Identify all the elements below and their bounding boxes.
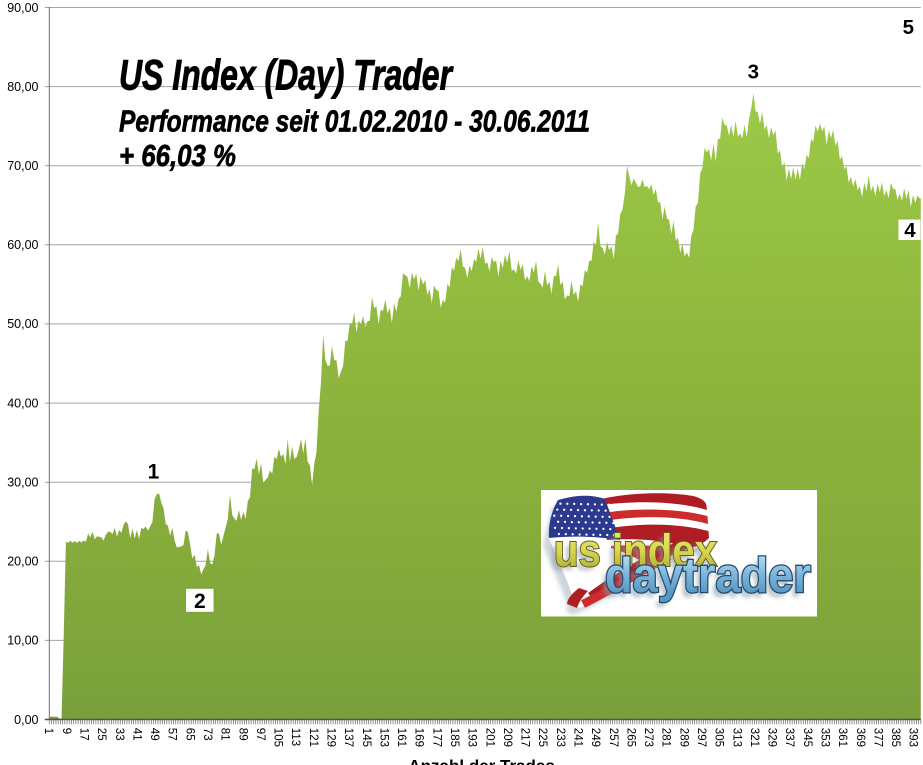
svg-text:137: 137 — [342, 728, 354, 747]
svg-text:217: 217 — [519, 728, 531, 747]
svg-text:161: 161 — [395, 728, 407, 747]
svg-text:153: 153 — [377, 728, 389, 747]
svg-text:377: 377 — [871, 728, 883, 747]
svg-text:Anzahl der Trades: Anzahl der Trades — [408, 757, 554, 765]
svg-text:289: 289 — [677, 728, 689, 747]
svg-text:57: 57 — [166, 728, 178, 741]
svg-text:257: 257 — [607, 728, 619, 747]
svg-text:273: 273 — [642, 728, 654, 747]
svg-text:US Index (Day) Trader: US Index (Day) Trader — [119, 53, 454, 100]
svg-text:337: 337 — [783, 728, 795, 747]
svg-text:121: 121 — [307, 728, 319, 747]
svg-text:185: 185 — [448, 728, 460, 747]
svg-text:50,00: 50,00 — [7, 317, 38, 331]
svg-text:113: 113 — [289, 728, 301, 746]
svg-text:321: 321 — [748, 728, 760, 747]
svg-text:us index: us index — [550, 529, 713, 580]
svg-text:3: 3 — [748, 60, 759, 83]
svg-text:305: 305 — [713, 728, 725, 747]
svg-text:241: 241 — [572, 728, 584, 747]
svg-text:249: 249 — [589, 728, 601, 747]
svg-text:41: 41 — [130, 728, 142, 741]
svg-text:90,00: 90,00 — [7, 1, 38, 15]
svg-text:33: 33 — [113, 728, 125, 741]
svg-text:313: 313 — [730, 728, 742, 747]
svg-text:4: 4 — [904, 219, 916, 242]
svg-text:30,00: 30,00 — [7, 476, 38, 490]
svg-text:105: 105 — [272, 728, 284, 747]
svg-text:65: 65 — [183, 728, 195, 741]
svg-text:329: 329 — [766, 728, 778, 747]
svg-text:281: 281 — [660, 728, 672, 747]
svg-text:10,00: 10,00 — [7, 634, 38, 648]
svg-text:49: 49 — [148, 728, 160, 741]
svg-text:daytrader: daytrader — [601, 554, 807, 608]
svg-text:193: 193 — [466, 728, 478, 747]
svg-text:201: 201 — [483, 728, 495, 747]
svg-text:97: 97 — [254, 728, 266, 741]
svg-text:177: 177 — [430, 728, 442, 747]
svg-text:2: 2 — [194, 590, 206, 613]
svg-text:17: 17 — [78, 728, 90, 741]
svg-text:daytrader: daytrader — [605, 549, 811, 603]
svg-text:25: 25 — [95, 728, 107, 741]
svg-text:169: 169 — [413, 728, 425, 747]
svg-text:209: 209 — [501, 728, 513, 747]
svg-text:81: 81 — [219, 728, 231, 741]
svg-text:385: 385 — [889, 728, 901, 747]
svg-text:Performance seit 01.02.2010 -: Performance seit 01.02.2010 - 30.06.2011 — [119, 105, 590, 139]
svg-text:297: 297 — [695, 728, 707, 747]
svg-text:1: 1 — [148, 461, 160, 484]
svg-text:353: 353 — [819, 728, 831, 747]
svg-text:233: 233 — [554, 728, 566, 747]
svg-text:393: 393 — [907, 728, 919, 747]
svg-text:89: 89 — [236, 728, 248, 741]
svg-text:345: 345 — [801, 728, 813, 747]
svg-text:5: 5 — [903, 16, 914, 39]
svg-text:129: 129 — [325, 728, 337, 747]
svg-text:145: 145 — [360, 728, 372, 747]
svg-text:265: 265 — [624, 728, 636, 747]
svg-text:20,00: 20,00 — [7, 555, 38, 569]
svg-text:73: 73 — [201, 728, 213, 741]
svg-text:us index: us index — [554, 525, 717, 576]
svg-text:0,00: 0,00 — [14, 713, 38, 727]
svg-text:225: 225 — [536, 728, 548, 747]
svg-text:70,00: 70,00 — [7, 159, 38, 173]
svg-text:40,00: 40,00 — [7, 396, 38, 410]
svg-text:1: 1 — [42, 728, 54, 734]
svg-text:361: 361 — [836, 728, 848, 747]
svg-text:9: 9 — [60, 728, 72, 734]
svg-text:60,00: 60,00 — [7, 238, 38, 252]
svg-text:369: 369 — [854, 728, 866, 747]
svg-text:80,00: 80,00 — [7, 80, 38, 94]
svg-text:+ 66,03 %: + 66,03 % — [119, 139, 236, 173]
